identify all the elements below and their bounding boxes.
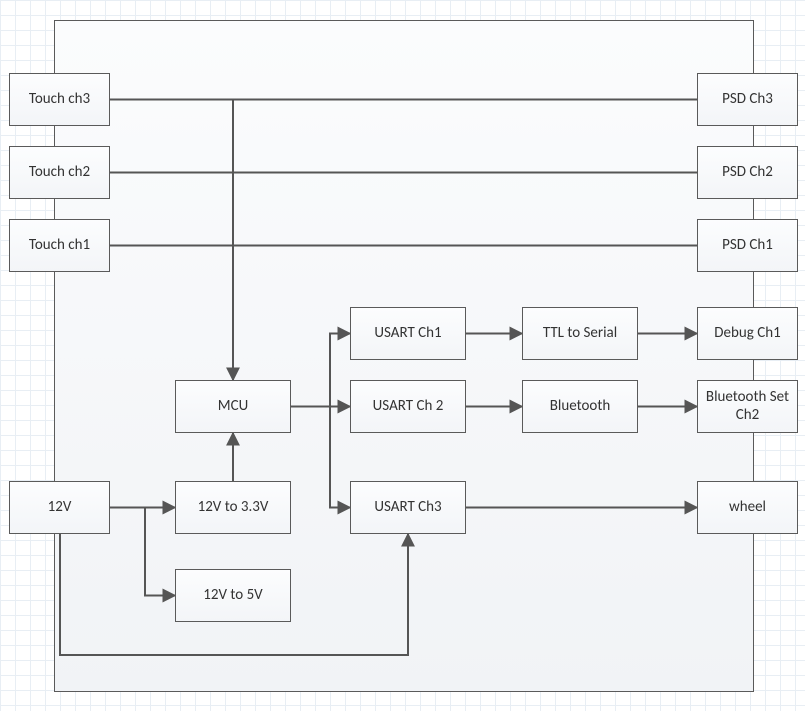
node-debug: Debug Ch1 (697, 307, 798, 360)
node-mcu: MCU (175, 380, 291, 433)
node-label: PSD Ch3 (722, 91, 773, 108)
node-label: Touch ch3 (29, 91, 90, 108)
diagram-canvas: Touch ch3 Touch ch2 Touch ch1 PSD Ch3 PSD Ch… (0, 0, 805, 711)
node-bt: Bluetooth (522, 380, 638, 433)
node-wheel: wheel (697, 481, 798, 534)
node-label: USART Ch 2 (373, 398, 444, 415)
node-v12: 12V (9, 481, 110, 534)
node-label: 12V to 3.3V (198, 499, 269, 516)
node-label: 12V (48, 499, 72, 516)
node-psd3: PSD Ch3 (697, 73, 798, 126)
node-label: USART Ch1 (374, 325, 441, 342)
node-label: Debug Ch1 (714, 325, 780, 342)
node-label: PSD Ch1 (722, 237, 773, 254)
node-label: Touch ch1 (29, 237, 90, 254)
node-touch2: Touch ch2 (9, 146, 110, 199)
node-psd2: PSD Ch2 (697, 146, 798, 199)
node-label: wheel (729, 499, 766, 516)
node-label: USART Ch3 (374, 499, 441, 516)
node-label: 12V to 5V (203, 587, 262, 604)
node-v5: 12V to 5V (175, 569, 291, 622)
node-label: TTL to Serial (543, 325, 617, 342)
node-touch3: Touch ch3 (9, 73, 110, 126)
node-usart3: USART Ch3 (350, 481, 466, 534)
node-label: MCU (218, 398, 248, 415)
node-label: PSD Ch2 (722, 164, 773, 181)
node-ttl: TTL to Serial (522, 307, 638, 360)
node-psd1: PSD Ch1 (697, 219, 798, 272)
node-v33: 12V to 3.3V (175, 481, 291, 534)
node-label: Touch ch2 (29, 164, 90, 181)
node-usart2: USART Ch 2 (350, 380, 466, 433)
node-usart1: USART Ch1 (350, 307, 466, 360)
node-btset: Bluetooth Set Ch2 (697, 380, 798, 433)
node-label: Bluetooth (550, 398, 610, 415)
node-touch1: Touch ch1 (9, 219, 110, 272)
node-label: Bluetooth Set Ch2 (702, 389, 793, 424)
